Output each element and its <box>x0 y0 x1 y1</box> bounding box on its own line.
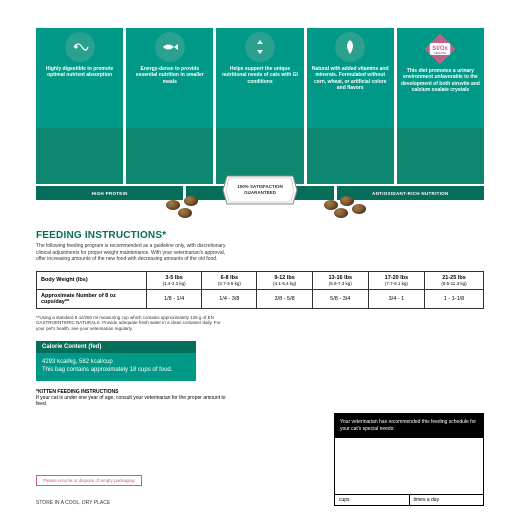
fish-icon <box>155 32 185 62</box>
vet-note: Your veterinarian has recommended this f… <box>334 413 484 437</box>
tile-text: This diet promotes a urinary environment… <box>401 68 480 93</box>
bottom-left: Please recycle or dispose of empty packa… <box>36 475 142 506</box>
recycle-note: Please recycle or dispose of empty packa… <box>36 475 142 486</box>
tile-text: Natural with added vitamins and minerals… <box>311 66 390 91</box>
benefit-tiles: Highly digestible to promote optimal nut… <box>36 28 484 128</box>
tile-text: Energy-dense to provide essential nutrit… <box>130 66 209 85</box>
row-cups-header: Approximate Number of 8 oz cups/day** <box>37 289 147 308</box>
digest-icon <box>65 32 95 62</box>
times-label: times a day <box>410 495 484 505</box>
tile-natural: Natural with added vitamins and minerals… <box>307 28 394 128</box>
feeding-title: FEEDING INSTRUCTIONS* <box>36 230 484 241</box>
kibble-pellets <box>36 194 484 226</box>
storage-note: STORE IN A COOL, DRY PLACE <box>36 500 110 506</box>
calorie-header: Calorie Content (fed) <box>36 341 196 353</box>
tile-digestible: Highly digestible to promote optimal nut… <box>36 28 123 128</box>
calorie-body: 4293 kcal/kg, 582 kcal/cup This bag cont… <box>36 353 196 381</box>
feeding-footnote: **Using a standard 8 oz/250 ml measuring… <box>36 315 226 332</box>
svg-text:100% SATISFACTION: 100% SATISFACTION <box>237 184 282 189</box>
calorie-box: Calorie Content (fed) 4293 kcal/kg, 582 … <box>36 341 196 381</box>
tile-gi: Helps support the unique nutritional nee… <box>216 28 303 128</box>
svg-text:DEFENSE: DEFENSE <box>434 51 446 55</box>
arrows-icon <box>245 32 275 62</box>
vet-schedule-box: Your veterinarian has recommended this f… <box>334 413 484 506</box>
tile-urinary: St/OxDEFENSE This diet promotes a urinar… <box>397 28 484 128</box>
svg-text:St/Ox: St/Ox <box>433 46 449 52</box>
schedule-blank <box>334 437 484 495</box>
stox-badge: St/OxDEFENSE <box>423 32 457 66</box>
feeding-section: FEEDING INSTRUCTIONS* The following feed… <box>36 230 484 331</box>
feeding-table: Body Weight (lbs)3-5 lbs(1.4-2.3 kg)6-8 … <box>36 271 484 309</box>
cups-label: cups <box>335 495 410 505</box>
leaf-icon <box>335 32 365 62</box>
tile-energy: Energy-dense to provide essential nutrit… <box>126 28 213 128</box>
kitten-note: *KITTEN FEEDING INSTRUCTIONS If your cat… <box>36 389 236 407</box>
tile-text: Highly digestible to promote optimal nut… <box>40 66 119 79</box>
feeding-intro: The following feeding program is recomme… <box>36 243 236 263</box>
row-weight-header: Body Weight (lbs) <box>37 271 147 289</box>
tile-text: Helps support the unique nutritional nee… <box>220 66 299 85</box>
